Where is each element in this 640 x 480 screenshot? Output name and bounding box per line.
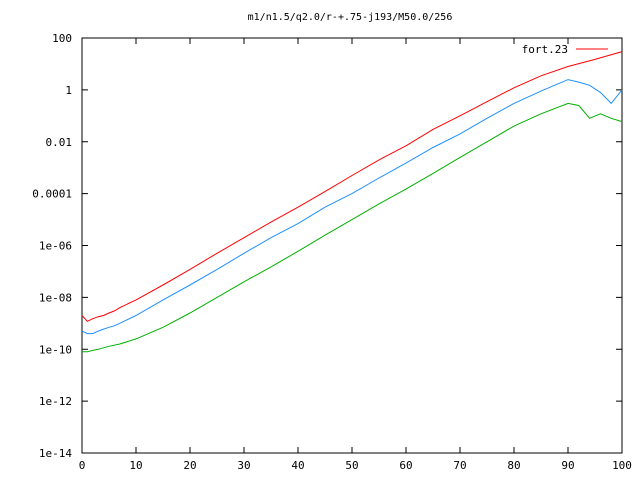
x-tick-label: 40 xyxy=(291,459,304,472)
legend: fort.23 xyxy=(522,43,608,56)
y-tick-label: 100 xyxy=(52,32,72,45)
series-lines xyxy=(81,51,623,353)
series-line-1 xyxy=(81,51,623,322)
x-tick-label: 10 xyxy=(129,459,142,472)
y-tick-label: 1 xyxy=(65,84,72,97)
x-tick-label: 0 xyxy=(79,459,86,472)
y-tick-label: 1e-12 xyxy=(39,395,72,408)
x-tick-label: 30 xyxy=(237,459,250,472)
series-line-3 xyxy=(82,102,623,353)
plot-frame xyxy=(81,37,623,454)
y-tick-label: 1e-08 xyxy=(39,291,72,304)
y-tick-label: 0.01 xyxy=(46,136,73,149)
y-tick-label: 1e-14 xyxy=(39,447,72,460)
legend-label: fort.23 xyxy=(522,43,568,56)
y-tick-label: 1e-10 xyxy=(39,343,72,356)
x-tick-label: 50 xyxy=(345,459,358,472)
axis-ticks xyxy=(81,37,623,454)
x-tick-labels: 0 10 20 30 40 50 60 70 80 90 100 xyxy=(79,459,632,472)
x-tick-label: 20 xyxy=(183,459,196,472)
y-tick-label: 1e-06 xyxy=(39,240,72,253)
x-tick-label: 60 xyxy=(399,459,412,472)
y-tick-labels: 1e-14 1e-12 1e-10 1e-08 1e-06 0.0001 0.01 1 100 xyxy=(32,32,72,460)
y-tick-label: 0.0001 xyxy=(32,188,72,201)
x-tick-label: 80 xyxy=(507,459,520,472)
chart-title: m1/n1.5/q2.0/r-+.75-j193/M50.0/256 xyxy=(248,12,453,23)
x-tick-label: 90 xyxy=(561,459,574,472)
x-tick-label: 100 xyxy=(612,459,632,472)
x-tick-label: 70 xyxy=(453,459,466,472)
series-line-2 xyxy=(81,79,623,335)
